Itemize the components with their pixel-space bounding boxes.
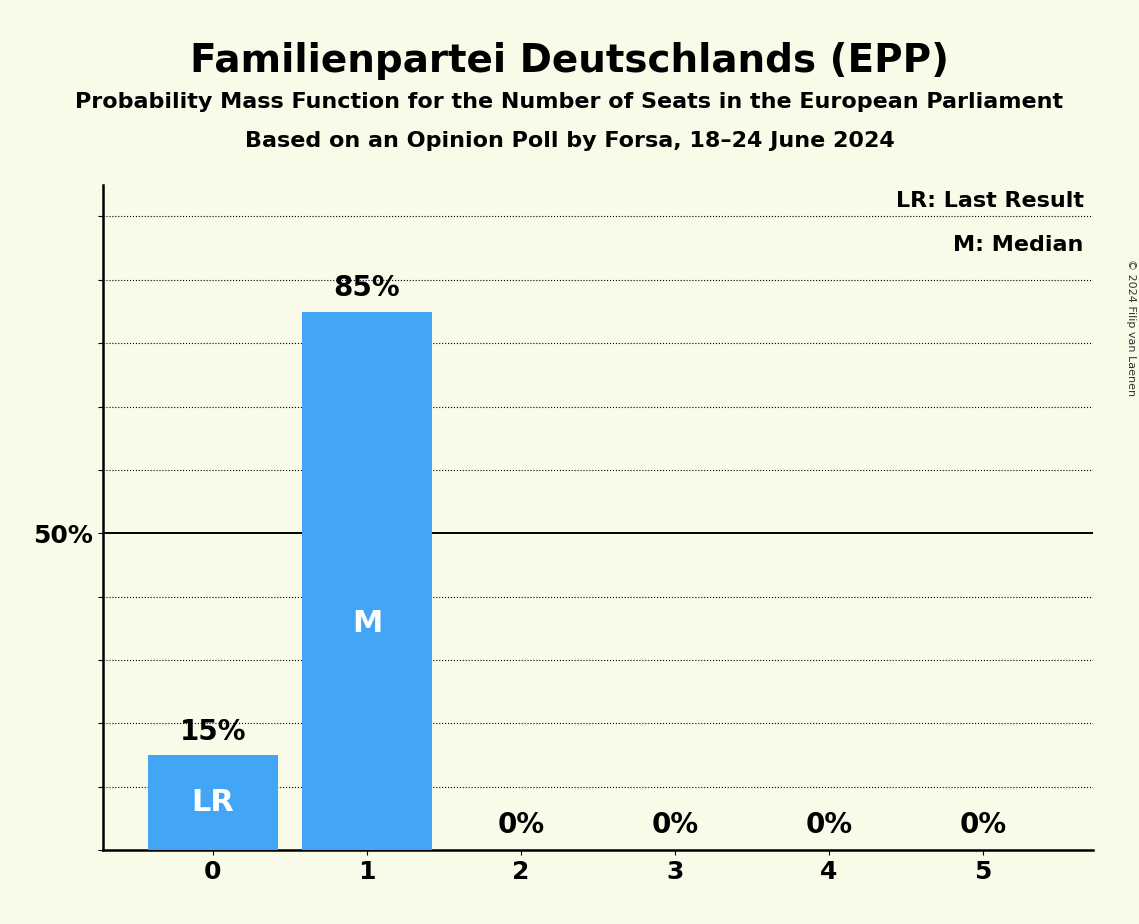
Text: M: Median: M: Median <box>953 235 1083 255</box>
Text: 0%: 0% <box>498 810 544 839</box>
Text: © 2024 Filip van Laenen: © 2024 Filip van Laenen <box>1126 259 1136 395</box>
Text: 0%: 0% <box>652 810 698 839</box>
Bar <box>302 311 433 850</box>
Bar <box>148 755 278 850</box>
Text: 0%: 0% <box>805 810 852 839</box>
Text: 15%: 15% <box>180 718 246 746</box>
Text: LR: Last Result: LR: Last Result <box>895 191 1083 212</box>
Text: Based on an Opinion Poll by Forsa, 18–24 June 2024: Based on an Opinion Poll by Forsa, 18–24… <box>245 131 894 152</box>
Text: LR: LR <box>191 788 235 817</box>
Text: Familienpartei Deutschlands (EPP): Familienpartei Deutschlands (EPP) <box>190 42 949 79</box>
Text: M: M <box>352 610 383 638</box>
Text: 0%: 0% <box>959 810 1007 839</box>
Text: 85%: 85% <box>334 274 400 302</box>
Text: Probability Mass Function for the Number of Seats in the European Parliament: Probability Mass Function for the Number… <box>75 92 1064 113</box>
